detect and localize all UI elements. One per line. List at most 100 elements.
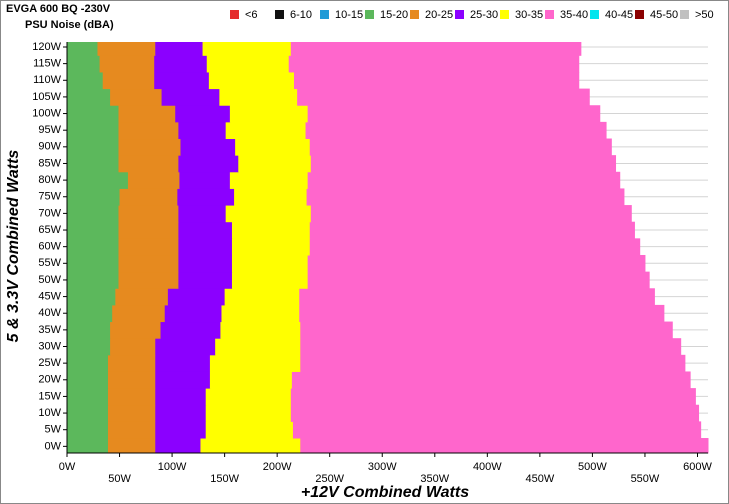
- band-segment: [107, 354, 156, 372]
- y-tick-label: 0W: [45, 440, 62, 452]
- band-segment: [208, 71, 295, 90]
- y-tick-label: 115W: [33, 58, 62, 70]
- band-segment: [309, 221, 635, 239]
- band-segment: [178, 221, 233, 239]
- band-segment: [99, 55, 155, 73]
- band-segment: [200, 438, 301, 454]
- legend-swatch: [275, 10, 284, 19]
- band-segment: [177, 188, 235, 206]
- legend-label: 15-20: [380, 9, 408, 21]
- legend-label: 25-30: [470, 9, 498, 21]
- y-tick-label: 60W: [38, 241, 61, 253]
- legend-swatch: [455, 10, 464, 19]
- x-tick-label: 500W: [578, 461, 607, 473]
- band-segment: [118, 121, 179, 140]
- y-tick-label: 20W: [38, 374, 61, 386]
- chart-title: EVGA 600 BQ -230V: [6, 3, 111, 15]
- legend-swatch: [635, 10, 644, 19]
- band-segment: [67, 438, 109, 454]
- band-segment: [307, 171, 621, 189]
- legend-swatch: [500, 10, 509, 19]
- band-segment: [178, 238, 233, 256]
- band-segment: [225, 121, 307, 140]
- band-segment: [67, 171, 129, 189]
- band-segment: [307, 105, 601, 123]
- band-segment: [118, 138, 181, 156]
- x-tick-label: 50W: [108, 473, 131, 485]
- chart-subtitle: PSU Noise (dBA): [25, 19, 114, 31]
- band-segment: [118, 221, 179, 239]
- x-tick-label: 550W: [631, 473, 660, 485]
- band-segment: [118, 271, 179, 289]
- legend-swatch: [230, 10, 239, 19]
- band-segment: [67, 388, 109, 406]
- band-segment: [160, 321, 221, 339]
- band-segment: [67, 371, 109, 389]
- band-segment: [305, 121, 607, 140]
- legend-swatch: [320, 10, 329, 19]
- band-segment: [175, 105, 231, 123]
- y-tick-label: 105W: [32, 91, 61, 103]
- band-segment: [235, 138, 311, 156]
- y-tick-label: 25W: [38, 357, 61, 369]
- band-segment: [215, 338, 301, 356]
- band-segment: [231, 271, 309, 289]
- y-tick-label: 70W: [38, 207, 61, 219]
- band-segment: [310, 205, 632, 223]
- band-segment: [107, 371, 156, 389]
- y-axis-label: 5 & 3.3V Combined Watts: [5, 150, 22, 343]
- x-tick-label: 0W: [59, 461, 76, 473]
- band-segment: [67, 354, 109, 372]
- band-segment: [107, 421, 156, 439]
- y-tick-label: 5W: [45, 424, 62, 436]
- band-segment: [229, 105, 309, 123]
- band-segment: [118, 155, 179, 173]
- band-segment: [107, 438, 156, 454]
- band-segment: [205, 421, 294, 439]
- x-axis-label: +12V Combined Watts: [301, 484, 469, 501]
- x-tick-label: 400W: [473, 461, 502, 473]
- band-segment: [178, 205, 227, 223]
- legend-label: 30-35: [515, 9, 543, 21]
- legend-swatch: [410, 10, 419, 19]
- band-segment: [164, 304, 222, 323]
- band-segment: [231, 238, 311, 256]
- legend-label: 35-40: [560, 9, 588, 21]
- band-segment: [67, 221, 119, 239]
- band-segment: [178, 121, 227, 140]
- band-segment: [67, 338, 111, 356]
- band-segment: [67, 121, 119, 140]
- x-tick-label: 150W: [210, 473, 239, 485]
- band-segment: [67, 55, 101, 73]
- band-segment: [234, 188, 308, 206]
- x-tick-label: 300W: [368, 461, 397, 473]
- band-segment: [229, 171, 309, 189]
- band-segment: [292, 421, 702, 439]
- band-segment: [297, 88, 590, 106]
- band-segment: [115, 288, 169, 306]
- legend-swatch: [680, 10, 689, 19]
- x-tick-label: 350W: [420, 473, 449, 485]
- band-segment: [118, 205, 179, 223]
- y-tick-label: 85W: [38, 157, 61, 169]
- y-tick-label: 50W: [38, 274, 61, 286]
- band-segment: [290, 42, 582, 56]
- x-tick-label: 100W: [158, 461, 187, 473]
- legend-label: 40-45: [605, 9, 633, 21]
- band-segment: [67, 138, 119, 156]
- y-tick-label: 95W: [38, 124, 61, 136]
- band-segment: [309, 238, 641, 256]
- band-segment: [110, 338, 156, 356]
- band-segment: [107, 404, 156, 422]
- y-tick-label: 90W: [38, 141, 61, 153]
- band-segment: [97, 42, 156, 56]
- y-tick-label: 75W: [38, 191, 61, 203]
- y-tick-label: 30W: [38, 340, 61, 352]
- band-segment: [221, 304, 300, 323]
- band-segment: [224, 288, 300, 306]
- band-segment: [110, 321, 162, 339]
- band-segment: [67, 205, 119, 223]
- band-segment: [67, 71, 104, 90]
- band-segment: [155, 404, 207, 422]
